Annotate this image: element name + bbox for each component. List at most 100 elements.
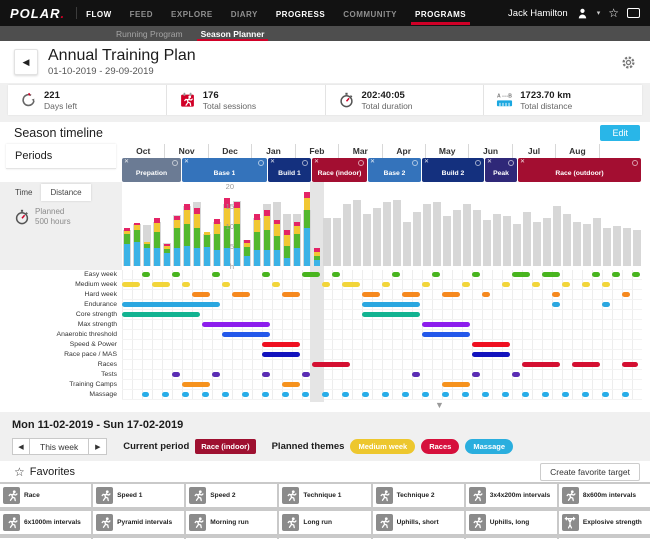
theme-segment[interactable] bbox=[202, 322, 270, 327]
theme-segment[interactable] bbox=[302, 272, 320, 277]
period-resize-handle[interactable] bbox=[258, 160, 264, 166]
theme-segment[interactable] bbox=[472, 352, 510, 357]
theme-band-massage[interactable] bbox=[122, 390, 642, 400]
favorite-8x600m-intervals[interactable]: 8x600m intervals bbox=[558, 484, 650, 507]
period-race-outdoor[interactable]: ✕ Race (outdoor) bbox=[518, 158, 641, 182]
user-name[interactable]: Jack Hamilton bbox=[508, 7, 568, 19]
close-icon[interactable]: ✕ bbox=[424, 159, 430, 165]
theme-segment[interactable] bbox=[542, 272, 560, 277]
favorite-speed-1[interactable]: Speed 1 bbox=[93, 484, 185, 507]
tab-time[interactable]: Time bbox=[15, 188, 33, 197]
theme-segment[interactable] bbox=[302, 372, 310, 377]
theme-segment[interactable] bbox=[202, 392, 209, 397]
theme-segment[interactable] bbox=[182, 282, 190, 287]
tab-season-planner[interactable]: Season Planner bbox=[196, 26, 269, 41]
create-favorite-target-button[interactable]: Create favorite target bbox=[540, 462, 640, 481]
favorite-speed-2[interactable]: Speed 2 bbox=[186, 484, 278, 507]
theme-segment[interactable] bbox=[442, 382, 470, 387]
this-week-button[interactable]: This week bbox=[30, 438, 90, 455]
theme-band-endurance[interactable] bbox=[122, 300, 642, 310]
theme-segment[interactable] bbox=[552, 302, 560, 307]
nav-item-feed[interactable]: FEED bbox=[129, 10, 154, 19]
close-icon[interactable]: ✕ bbox=[314, 159, 320, 165]
theme-segment[interactable] bbox=[482, 392, 489, 397]
theme-segment[interactable] bbox=[262, 392, 269, 397]
theme-segment[interactable] bbox=[222, 332, 270, 337]
theme-band-race-pace-mas[interactable] bbox=[122, 350, 642, 360]
theme-segment[interactable] bbox=[512, 372, 520, 377]
theme-pill-medium-week[interactable]: Medium week bbox=[350, 439, 416, 454]
theme-segment[interactable] bbox=[122, 312, 200, 317]
close-icon[interactable]: ✕ bbox=[370, 159, 376, 165]
theme-segment[interactable] bbox=[412, 372, 420, 377]
theme-segment[interactable] bbox=[282, 382, 300, 387]
favorite-6x1000m-intervals[interactable]: 6x1000m intervals bbox=[0, 511, 92, 534]
theme-segment[interactable] bbox=[222, 282, 230, 287]
theme-segment[interactable] bbox=[632, 272, 640, 277]
theme-segment[interactable] bbox=[562, 282, 570, 287]
theme-segment[interactable] bbox=[312, 362, 350, 367]
theme-segment[interactable] bbox=[622, 362, 638, 367]
period-resize-handle[interactable] bbox=[508, 160, 514, 166]
theme-segment[interactable] bbox=[482, 292, 490, 297]
theme-segment[interactable] bbox=[582, 282, 590, 287]
theme-segment[interactable] bbox=[542, 392, 549, 397]
period-race-indoor[interactable]: ✕ Race (indoor) bbox=[312, 158, 367, 182]
nav-item-explore[interactable]: EXPLORE bbox=[171, 10, 213, 19]
favorite-technique-1[interactable]: Technique 1 bbox=[279, 484, 371, 507]
theme-segment[interactable] bbox=[502, 282, 510, 287]
favorite-morning-run[interactable]: Morning run bbox=[186, 511, 278, 534]
theme-segment[interactable] bbox=[582, 392, 589, 397]
theme-segment[interactable] bbox=[612, 272, 620, 277]
theme-segment[interactable] bbox=[232, 292, 250, 297]
theme-segment[interactable] bbox=[122, 302, 220, 307]
chevron-down-icon[interactable]: ▾ bbox=[596, 10, 601, 17]
theme-band-core-strength[interactable] bbox=[122, 310, 642, 320]
theme-segment[interactable] bbox=[142, 392, 149, 397]
theme-segment[interactable] bbox=[122, 282, 140, 287]
theme-segment[interactable] bbox=[262, 372, 270, 377]
theme-segment[interactable] bbox=[592, 272, 600, 277]
close-icon[interactable]: ✕ bbox=[270, 159, 276, 165]
theme-segment[interactable] bbox=[242, 392, 249, 397]
period-peak[interactable]: ✕ Peak bbox=[485, 158, 517, 182]
theme-segment[interactable] bbox=[172, 272, 180, 277]
theme-segment[interactable] bbox=[442, 292, 460, 297]
next-week-button[interactable]: ▶ bbox=[89, 438, 108, 455]
theme-band-training-camps[interactable] bbox=[122, 380, 642, 390]
nav-item-flow[interactable]: FLOW bbox=[86, 10, 112, 19]
favorite-3x4x200m-intervals[interactable]: 3x4x200m intervals bbox=[465, 484, 557, 507]
favorite-explosive-strength[interactable]: Explosive strength bbox=[558, 511, 650, 534]
close-icon[interactable]: ✕ bbox=[487, 159, 493, 165]
theme-segment[interactable] bbox=[152, 282, 170, 287]
theme-segment[interactable] bbox=[442, 392, 449, 397]
theme-segment[interactable] bbox=[522, 392, 529, 397]
theme-segment[interactable] bbox=[532, 282, 540, 287]
nav-item-progress[interactable]: PROGRESS bbox=[275, 10, 326, 19]
theme-segment[interactable] bbox=[602, 392, 609, 397]
theme-segment[interactable] bbox=[422, 392, 429, 397]
period-resize-handle[interactable] bbox=[475, 160, 481, 166]
polar-logo[interactable]: POLAR. bbox=[10, 5, 66, 21]
prev-week-button[interactable]: ◀ bbox=[12, 438, 30, 455]
nav-item-diary[interactable]: DIARY bbox=[230, 10, 258, 19]
tab-running-program[interactable]: Running Program bbox=[116, 28, 183, 39]
favorite-race[interactable]: Race bbox=[0, 484, 92, 507]
theme-band-tests[interactable] bbox=[122, 370, 642, 380]
theme-pill-massage[interactable]: Massage bbox=[465, 439, 514, 454]
theme-segment[interactable] bbox=[262, 342, 300, 347]
theme-band-speed-power[interactable] bbox=[122, 340, 642, 350]
theme-segment[interactable] bbox=[432, 272, 440, 277]
theme-pill-races[interactable]: Races bbox=[421, 439, 460, 454]
period-resize-handle[interactable] bbox=[172, 160, 178, 166]
theme-segment[interactable] bbox=[272, 282, 280, 287]
theme-segment[interactable] bbox=[602, 302, 610, 307]
close-icon[interactable]: ✕ bbox=[124, 159, 130, 165]
theme-segment[interactable] bbox=[182, 392, 189, 397]
theme-segment[interactable] bbox=[342, 392, 349, 397]
theme-segment[interactable] bbox=[472, 272, 480, 277]
theme-segment[interactable] bbox=[342, 282, 360, 287]
theme-segment[interactable] bbox=[332, 272, 340, 277]
theme-segment[interactable] bbox=[322, 392, 329, 397]
period-build-2[interactable]: ✕ Build 2 bbox=[422, 158, 484, 182]
